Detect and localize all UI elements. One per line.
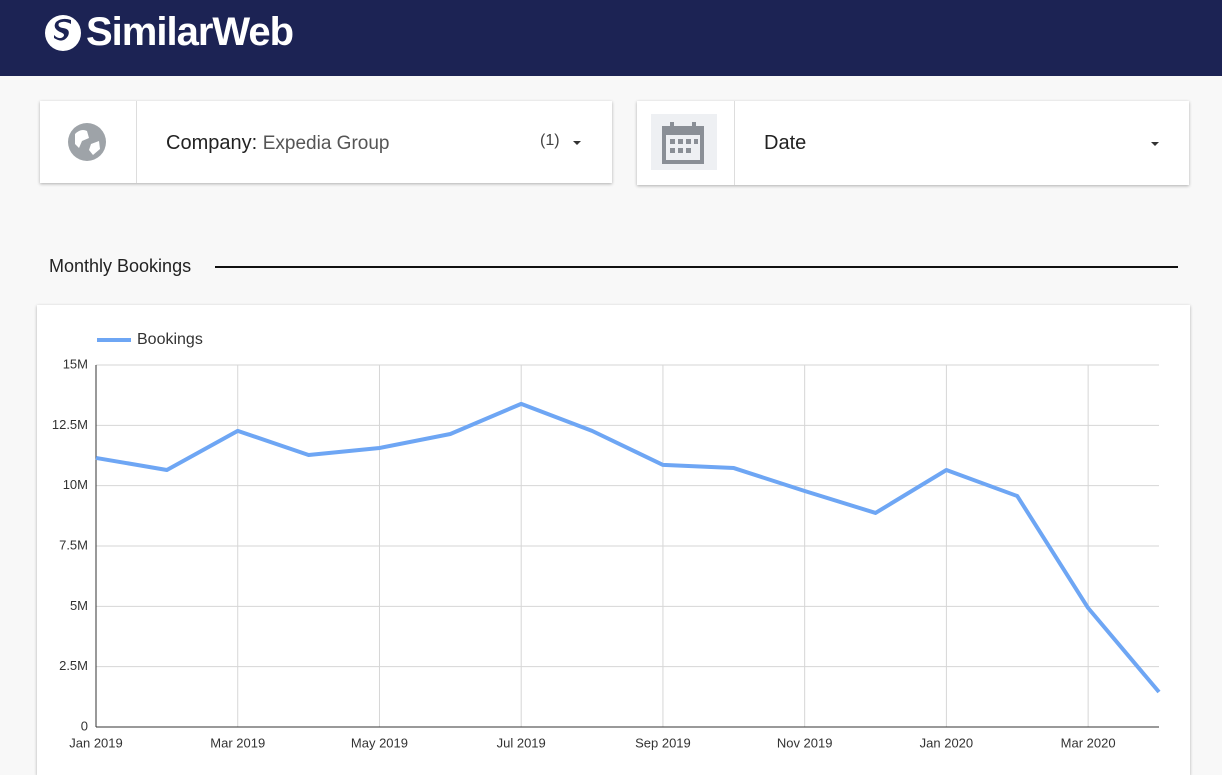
y-tick-label: 10M bbox=[63, 477, 88, 492]
y-tick-label: 7.5M bbox=[59, 537, 88, 552]
y-tick-label: 15M bbox=[63, 356, 88, 371]
y-tick-label: 2.5M bbox=[59, 658, 88, 673]
x-tick-label: May 2019 bbox=[351, 735, 408, 750]
globe-icon bbox=[68, 123, 106, 161]
chart: 0 2.5M 5M 7.5M 10M 12.5M 15M Jan 2019 Mar 2019 Ma… bbox=[52, 331, 1161, 750]
date-filter[interactable]: Date bbox=[637, 101, 1189, 185]
x-tick-label: Sep 2019 bbox=[635, 735, 691, 750]
section-title: Monthly Bookings bbox=[49, 256, 192, 276]
dropdown-arrow[interactable] bbox=[1151, 142, 1159, 146]
logo: SimilarWeb bbox=[86, 10, 294, 54]
y-tick-label: 0 bbox=[81, 718, 88, 733]
company-label: Company: Expedia Group bbox=[166, 132, 389, 155]
section-rule bbox=[215, 266, 1178, 268]
chart-card: 0 2.5M 5M 7.5M 10M 12.5M 15M Jan 2019 Mar 2019 Ma… bbox=[37, 305, 1190, 775]
x-tick-label: Jan 2020 bbox=[920, 735, 974, 750]
calendar-icon bbox=[662, 122, 704, 164]
series-line bbox=[95, 401, 1161, 694]
dropdown-arrow[interactable] bbox=[573, 141, 581, 145]
x-tick-label: Mar 2019 bbox=[210, 735, 265, 750]
x-tick-label: Jan 2019 bbox=[69, 735, 123, 750]
company-count: (1) bbox=[540, 132, 560, 149]
company-value: Expedia Group bbox=[262, 133, 390, 154]
logo-icon bbox=[45, 15, 81, 51]
x-tick-label: Jul 2019 bbox=[497, 735, 546, 750]
company-label-text: Company: bbox=[166, 132, 258, 154]
x-tick-label: Mar 2020 bbox=[1061, 735, 1116, 750]
date-label: Date bbox=[764, 132, 807, 154]
y-tick-label: 5M bbox=[70, 598, 88, 613]
x-tick-label: Nov 2019 bbox=[777, 735, 833, 750]
company-filter[interactable]: Company: Expedia Group (1) bbox=[40, 101, 612, 183]
header: SimilarWeb bbox=[0, 0, 1222, 76]
legend-label: Bookings bbox=[137, 331, 203, 348]
y-tick-label: 12.5M bbox=[52, 417, 88, 432]
